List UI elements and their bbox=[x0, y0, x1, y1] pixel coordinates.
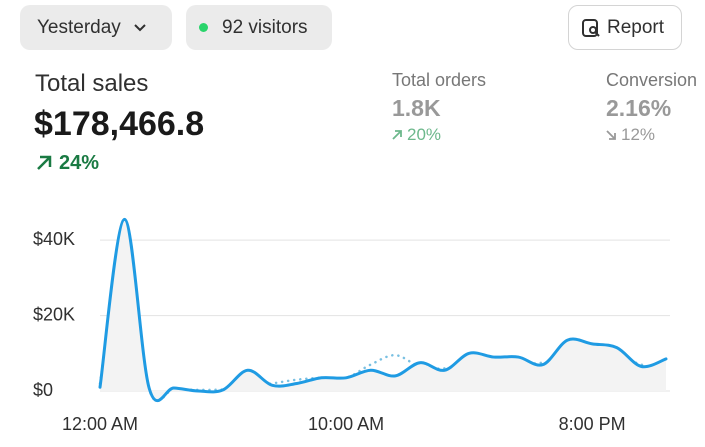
metric-label: Total orders bbox=[392, 70, 487, 90]
metric-change: 24% bbox=[59, 152, 100, 174]
metric-change: 20% bbox=[407, 125, 442, 144]
metric-change: 12% bbox=[621, 125, 656, 144]
report-button[interactable]: Report bbox=[568, 5, 682, 50]
x-tick-label: 10:00 AM bbox=[308, 414, 384, 434]
report-label: Report bbox=[607, 16, 665, 38]
x-tick-label: 12:00 AM bbox=[62, 414, 138, 434]
y-tick-label: $0 bbox=[33, 380, 53, 400]
chevron bbox=[134, 23, 146, 31]
y-tick-label: $40K bbox=[33, 229, 75, 249]
metric-label: Conversion bbox=[606, 70, 698, 90]
visitors-pill[interactable]: 92 visitors bbox=[186, 5, 332, 50]
x-tick-label: 8:00 PM bbox=[559, 414, 626, 434]
metric-value: 1.8K bbox=[392, 95, 441, 121]
report-icon bbox=[582, 18, 600, 37]
date-filter-label: Yesterday bbox=[37, 16, 121, 38]
area bbox=[100, 219, 666, 401]
metric-value: $178,466.8 bbox=[34, 105, 205, 143]
live-dot bbox=[199, 23, 208, 32]
series-line bbox=[98, 217, 668, 403]
down-arrow bbox=[606, 130, 616, 140]
chart: $0 $20K $40K 12:00 AM 10:00 AM 8:00 PM bbox=[33, 217, 670, 434]
metric-value: 2.16% bbox=[606, 95, 672, 121]
metric-label: Total sales bbox=[35, 70, 149, 97]
visitors-label: 92 visitors bbox=[222, 16, 308, 38]
date-filter[interactable]: Yesterday bbox=[20, 5, 172, 50]
up-arrow bbox=[392, 130, 402, 140]
up-arrow bbox=[37, 155, 52, 170]
y-tick-label: $20K bbox=[33, 304, 75, 324]
